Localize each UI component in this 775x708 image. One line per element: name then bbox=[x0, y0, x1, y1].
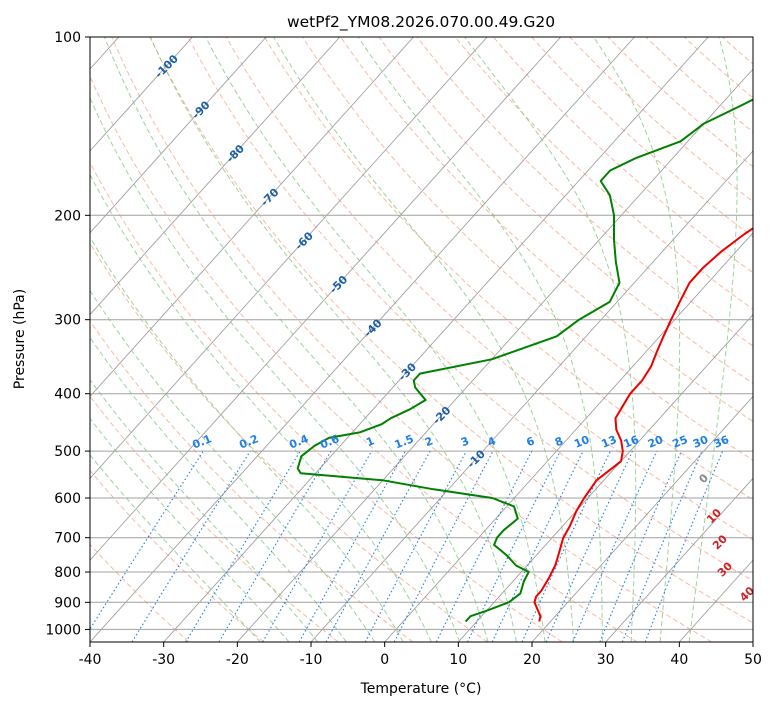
mixing-ratio-label: 13 bbox=[600, 433, 619, 451]
isotherm bbox=[605, 477, 753, 642]
isotherm bbox=[457, 313, 753, 642]
dry-adiabat bbox=[264, 37, 753, 501]
y-tick-label: 100 bbox=[54, 30, 81, 46]
moist-adiabat bbox=[90, 173, 432, 642]
mixing-ratio-label: 16 bbox=[622, 433, 641, 451]
mixing-ratio-line bbox=[364, 450, 467, 642]
isotherm bbox=[310, 150, 753, 642]
moist-adiabat bbox=[205, 37, 546, 642]
axes: -40 -30 -20 -10 0 10 20 30 40 50 100 200 300 400 500 60… bbox=[45, 30, 762, 668]
isotherm bbox=[236, 68, 753, 642]
mixing-ratio-label: 1 bbox=[364, 434, 376, 449]
mixing-ratio-line bbox=[131, 450, 251, 642]
moist-adiabat bbox=[273, 37, 575, 642]
moist-adiabat bbox=[90, 417, 290, 642]
mixing-ratio-label: 36 bbox=[712, 433, 731, 451]
mixing-ratio-line bbox=[298, 450, 406, 642]
x-tick-label: -10 bbox=[300, 652, 323, 668]
moist-adiabat bbox=[90, 454, 261, 642]
dry-adiabat bbox=[90, 469, 264, 642]
x-axis-label: Temperature (°C) bbox=[360, 681, 482, 697]
mixing-ratio-line bbox=[325, 450, 431, 642]
x-tick-label: 20 bbox=[523, 652, 541, 668]
mixing-ratio-line bbox=[621, 450, 703, 642]
moist-adiabat bbox=[90, 289, 376, 642]
chart-title: wetPf2_YM08.2026.070.00.49.G20 bbox=[287, 13, 555, 32]
y-tick-label: 700 bbox=[54, 531, 81, 547]
isotherm bbox=[90, 37, 488, 480]
isotherm bbox=[90, 37, 562, 561]
plot-frame bbox=[89, 36, 754, 643]
moist-adiabat bbox=[688, 37, 738, 642]
dry-adiabat bbox=[90, 161, 563, 642]
isotherm bbox=[531, 395, 753, 642]
isotherm bbox=[752, 641, 753, 642]
moist-adiabat bbox=[464, 37, 637, 642]
moist-adiabat bbox=[90, 96, 461, 642]
y-tick-label: 1000 bbox=[45, 622, 81, 638]
isotherm bbox=[90, 37, 193, 152]
x-tick-label: 30 bbox=[597, 652, 615, 668]
dry-adiabat bbox=[225, 37, 753, 541]
y-tick-label: 200 bbox=[54, 208, 81, 224]
mixing-ratio-label: 2 bbox=[423, 434, 435, 449]
dry-adiabat bbox=[90, 395, 339, 642]
mixing-ratio-line bbox=[90, 450, 204, 630]
mixing-ratio-label: 3 bbox=[459, 434, 471, 449]
x-tick-label: -30 bbox=[152, 652, 175, 668]
isotherm bbox=[163, 37, 709, 642]
moist-adiabat bbox=[149, 37, 517, 642]
temperature-profile bbox=[533, 227, 753, 622]
dry-adiabat bbox=[761, 37, 775, 642]
y-tick-label: 500 bbox=[54, 444, 81, 460]
mixing-ratio-label: 30 bbox=[691, 433, 710, 451]
x-tick-label: -40 bbox=[79, 652, 102, 668]
isotherm bbox=[384, 232, 753, 642]
moist-adiabat bbox=[357, 37, 603, 642]
isotherm bbox=[90, 37, 341, 316]
dry-adiabat bbox=[90, 75, 638, 642]
x-tick-label: 40 bbox=[670, 652, 688, 668]
dry-adiabat bbox=[187, 37, 753, 582]
moist-adiabat bbox=[90, 236, 404, 642]
profile-lines bbox=[296, 98, 753, 623]
x-tick-label: -20 bbox=[226, 652, 249, 668]
dry-adiabat bbox=[493, 37, 753, 274]
x-tick-label: 10 bbox=[449, 652, 467, 668]
mixing-ratio-label: 8 bbox=[553, 434, 565, 449]
dry-adiabat bbox=[569, 37, 753, 203]
mixing-ratio-line bbox=[435, 450, 533, 642]
moist-adiabat bbox=[90, 378, 319, 642]
dewpoint-profile bbox=[296, 98, 753, 623]
y-tick-label: 900 bbox=[54, 595, 81, 611]
dry-adiabat bbox=[111, 37, 712, 642]
y-tick-label: 300 bbox=[54, 313, 81, 329]
mixing-ratio-label: 25 bbox=[671, 433, 690, 451]
plot-background bbox=[90, 37, 753, 642]
isotherm bbox=[90, 37, 414, 398]
dry-adiabat bbox=[416, 37, 753, 347]
x-tick-label: 0 bbox=[380, 652, 389, 668]
mixing-ratio-line bbox=[572, 450, 658, 642]
y-axis-label: Pressure (hPa) bbox=[12, 289, 28, 389]
isotherm bbox=[90, 37, 635, 642]
x-tick-label: 50 bbox=[744, 652, 762, 668]
y-tick-label: 400 bbox=[54, 387, 81, 403]
dry-adiabat bbox=[90, 242, 488, 642]
moist-adiabat bbox=[593, 37, 681, 642]
dry-adiabat bbox=[149, 37, 753, 624]
isotherm bbox=[90, 37, 267, 234]
y-tick-label: 600 bbox=[54, 491, 81, 507]
dry-adiabat bbox=[90, 320, 414, 642]
mixing-ratio-line bbox=[644, 450, 724, 642]
mixing-ratio-label: 20 bbox=[646, 433, 665, 451]
mixing-ratio-label: 10 bbox=[572, 433, 591, 451]
dry-adiabat bbox=[378, 37, 753, 385]
mixing-ratio-line bbox=[545, 450, 633, 642]
y-tick-label: 800 bbox=[54, 565, 81, 581]
mixing-ratio-line bbox=[599, 450, 682, 642]
